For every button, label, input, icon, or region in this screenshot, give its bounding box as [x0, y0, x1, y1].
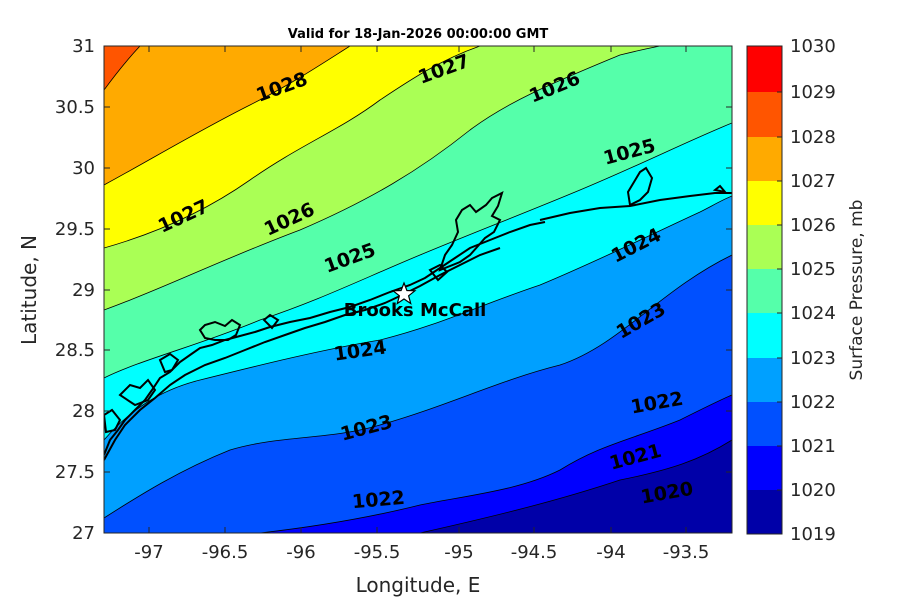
x-tick-label: -94.5: [511, 542, 558, 563]
colorbar-swatch-1026: [747, 181, 782, 225]
x-tick-label: -95: [444, 542, 473, 563]
x-tick-label: -96.5: [202, 542, 249, 563]
band-1028: [104, 46, 141, 91]
colorbar-tick-label: 1028: [790, 127, 836, 148]
colorbar-tick-label: 1019: [790, 524, 836, 545]
colorbar: [746, 45, 783, 535]
colorbar-swatch-1023: [747, 313, 782, 358]
colorbar-swatch-1027: [747, 137, 782, 181]
x-tick-label: -96: [286, 542, 315, 563]
station-marker: Brooks McCall: [344, 281, 487, 321]
colorbar-swatch-1020: [747, 446, 782, 490]
x-tick-label: -95.5: [354, 542, 401, 563]
contour-label: 1022: [351, 487, 406, 514]
x-tick-label: -94: [596, 542, 625, 563]
x-axis-title: Longitude, E: [356, 573, 481, 597]
y-tick-label: 30: [72, 158, 95, 179]
coastline: [104, 166, 732, 461]
y-tick-label: 31: [72, 36, 95, 57]
y-axis-title: Latitude, N: [17, 235, 41, 345]
colorbar-title: Surface Pressure, mb: [847, 200, 867, 381]
colorbar-swatch-1024: [747, 269, 782, 313]
y-tick-label: 28.5: [55, 340, 95, 361]
colorbar-swatch-1019: [747, 490, 782, 534]
colorbar-swatch-1025: [747, 225, 782, 269]
x-axis: [148, 46, 687, 533]
star-icon: [391, 281, 417, 305]
colorbar-swatch-1022: [747, 358, 782, 402]
colorbar-frame: [746, 45, 783, 535]
colorbar-swatch-1028: [747, 92, 782, 137]
colorbar-tick-label: 1021: [790, 436, 836, 457]
x-tick-label: -93.5: [663, 542, 710, 563]
y-tick-label: 29: [72, 280, 95, 301]
colorbar-swatch-1029: [747, 46, 782, 92]
y-axis: [104, 45, 732, 534]
x-tick-label: -97: [134, 542, 163, 563]
colorbar-tick-label: 1020: [790, 480, 836, 501]
y-tick-label: 27.5: [55, 462, 95, 483]
y-tick-label: 27: [72, 523, 95, 544]
y-tick-label: 30.5: [55, 97, 95, 118]
colorbar-tick-label: 1027: [790, 171, 836, 192]
x-tick-labels: -97 -96.5 -96 -95.5 -95 -94.5 -94 -93.5: [134, 542, 709, 563]
colorbar-tick-label: 1026: [790, 215, 836, 236]
colorbar-tick-labels: 1019 1020 1021 1022 1023 1024 1025 1026 …: [790, 36, 836, 545]
colorbar-ticks: [777, 45, 782, 535]
figure-title: Valid for 18-Jan-2026 00:00:00 GMT: [288, 27, 549, 42]
colorbar-tick-label: 1025: [790, 259, 836, 280]
colorbar-tick-label: 1022: [790, 392, 836, 413]
colorbar-swatch-1021: [747, 402, 782, 446]
colorbar-tick-label: 1029: [790, 82, 836, 103]
colorbar-tick-label: 1023: [790, 348, 836, 369]
y-tick-label: 28: [72, 401, 95, 422]
band-1027: [104, 46, 351, 186]
colorbar-tick-label: 1024: [790, 303, 836, 324]
colorbar-tick-label: 1030: [790, 36, 836, 57]
y-tick-labels: 27 27.5 28 28.5 29 29.5 30 30.5 31: [55, 36, 95, 544]
y-tick-label: 29.5: [55, 219, 95, 240]
station-label: Brooks McCall: [344, 300, 487, 321]
